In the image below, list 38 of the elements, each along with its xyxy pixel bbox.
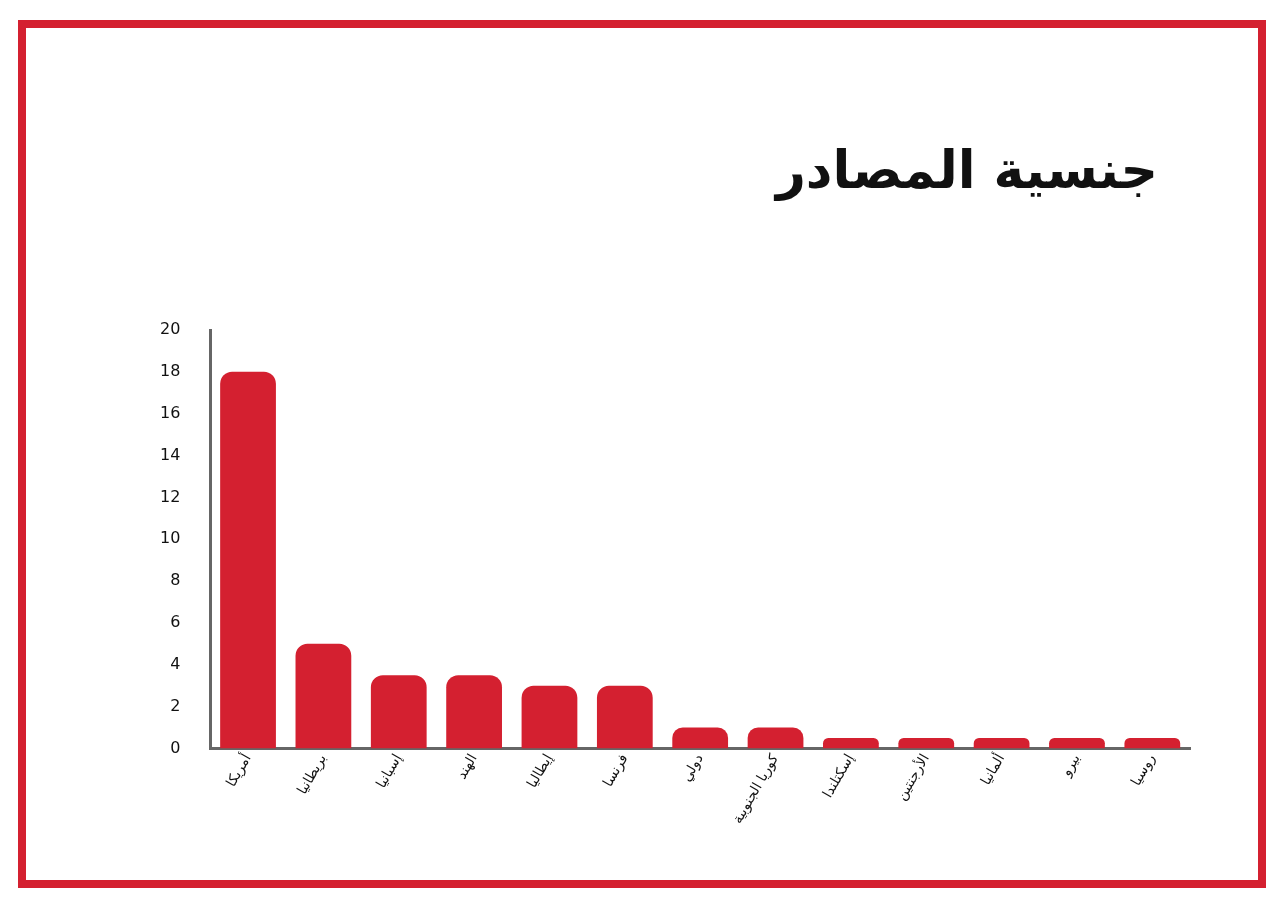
y-tick-label: 2 [170,695,181,715]
bar [446,675,502,749]
bar [898,737,955,749]
x-tick-label: إسبانيا [372,750,406,792]
y-tick-label: 10 [160,528,181,548]
bar [370,675,427,749]
y-tick-label: 0 [170,737,181,757]
x-tick-label: بريطانيا [293,750,331,798]
y-tick-label: 18 [160,361,181,380]
chart-title: جنسية المصادر [775,140,1158,200]
bar [823,737,879,749]
x-tick-label: أمريكا [221,750,255,790]
bar [295,643,352,749]
x-tick-label: بيرو [1057,750,1084,780]
x-tick-label: إسكتلندا [818,750,858,801]
y-tick-label: 20 [160,319,181,339]
bar [973,737,1030,749]
bar [521,685,578,749]
y-tick-label: 8 [170,570,181,590]
x-tick-label: الأرجنتين [891,750,933,804]
bar [220,371,276,749]
y-tick-label: 4 [170,653,181,673]
x-tick-label: روسيا [1127,750,1159,789]
bar [672,727,729,749]
y-tick-label: 16 [160,402,181,422]
x-tick-label: ألمانيا [976,750,1008,788]
bar [1049,737,1105,749]
x-tick-label: فرنسا [599,750,632,790]
y-tick-label: 6 [170,612,181,632]
x-tick-label: دولي [677,750,707,785]
bar [1124,737,1181,749]
x-tick-label: كوريا الجنوبية [728,750,783,827]
x-tick-label: إيطاليا [523,750,557,791]
y-tick-label: 12 [160,486,181,506]
bar [747,727,804,749]
y-tick-label: 14 [160,444,181,464]
bar [596,685,653,749]
x-tick-label: الهند [452,750,481,783]
